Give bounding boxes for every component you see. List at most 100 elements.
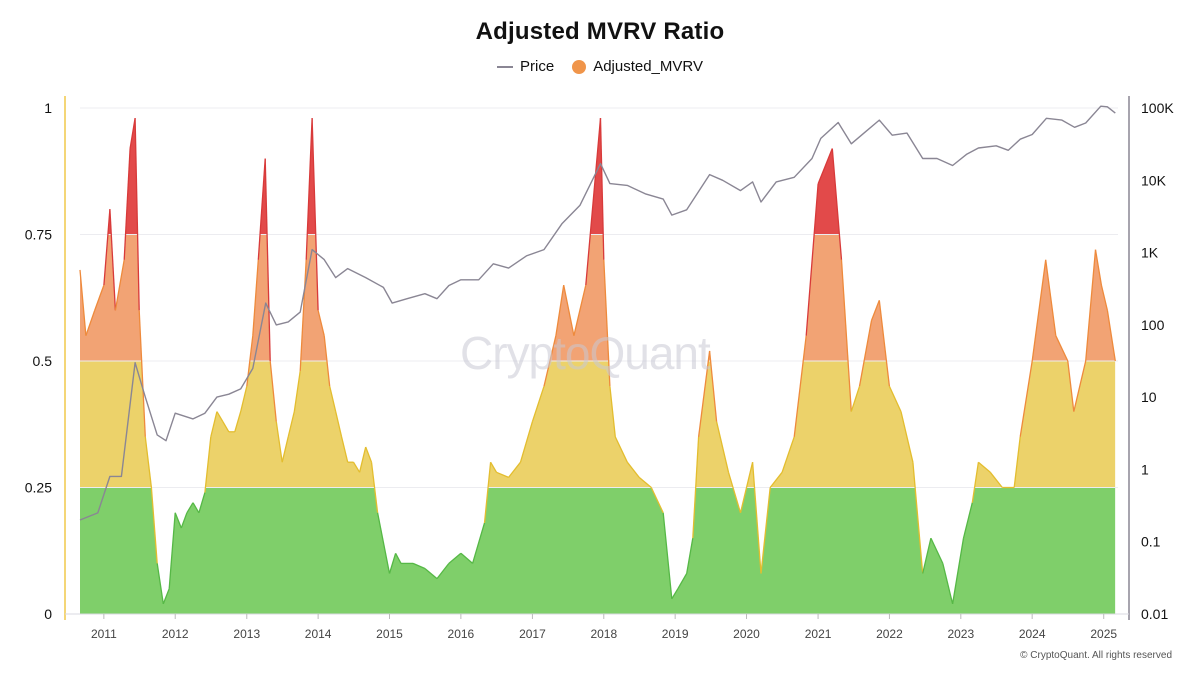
chart-title: Adjusted MVRV Ratio — [475, 18, 725, 45]
mvrv-segment — [609, 386, 616, 437]
mvrv-segment — [204, 436, 212, 493]
x-tick-label: 2025 — [1090, 627, 1117, 641]
mvrv-segment — [817, 148, 833, 185]
mvrv-segment — [388, 553, 397, 574]
legend-label-price: Price — [520, 58, 555, 75]
mvrv-segment — [103, 209, 111, 286]
x-tick-label: 2021 — [805, 627, 832, 641]
mvrv-segment — [109, 209, 117, 311]
mvrv-segment — [951, 537, 965, 605]
mvrv-segment — [240, 386, 248, 412]
mvrv-segment — [1013, 436, 1021, 488]
legend-item-price[interactable]: Price — [497, 58, 554, 75]
mvrv-segment — [340, 436, 349, 463]
mvrv-segment — [662, 512, 673, 599]
mvrv-segment — [483, 462, 492, 523]
legend-item-mvrv[interactable]: Adjusted_MVRV — [572, 58, 703, 75]
mvrv-segment — [715, 421, 730, 473]
mvrv-segment — [603, 259, 611, 387]
mvrv-segment — [599, 118, 605, 260]
mvrv-segment — [555, 285, 565, 336]
mvrv-segment — [840, 259, 852, 412]
mvrv-band-0 — [80, 487, 1116, 614]
x-tick-label: 2011 — [91, 627, 117, 641]
mvrv-segment — [858, 320, 873, 387]
mvrv-segment — [1085, 249, 1097, 362]
mvrv-segment — [269, 360, 277, 422]
mvrv-segment — [638, 476, 652, 488]
mvrv-segment — [519, 421, 534, 463]
copyright-notice: © CryptoQuant. All rights reserved — [1020, 650, 1172, 661]
mvrv-segment — [358, 446, 367, 473]
y-left-tick-label: 0.75 — [25, 227, 52, 243]
price-line-swatch — [497, 65, 513, 68]
mvrv-segment — [114, 259, 125, 311]
mvrv-segment — [222, 421, 230, 433]
mvrv-segment — [793, 335, 807, 437]
mvrv-segment — [1094, 249, 1103, 286]
mvrv-segment — [448, 552, 462, 564]
x-tick-label: 2014 — [305, 627, 332, 641]
mvrv-segment — [930, 537, 944, 564]
mvrv-segment — [198, 492, 206, 513]
mvrv-segment — [150, 487, 158, 564]
mvrv-segment — [287, 411, 295, 438]
mvrv-segment — [311, 118, 319, 311]
mvrv-segment — [79, 269, 87, 336]
mvrv-segment — [216, 411, 224, 423]
mvrv-segment — [365, 446, 373, 463]
x-tick-label: 2019 — [662, 627, 689, 641]
x-tick-label: 2018 — [590, 627, 617, 641]
mvrv-segment — [573, 284, 587, 336]
mvrv-segment — [395, 552, 402, 564]
mvrv-segment — [234, 411, 242, 432]
y-right-tick-label: 1K — [1141, 245, 1159, 261]
mvrv-segment — [323, 335, 331, 387]
mvrv-segment — [156, 563, 164, 604]
mvrv-segment — [192, 502, 200, 514]
mvrv-segment — [460, 552, 474, 564]
x-tick-label: 2024 — [1019, 627, 1046, 641]
y-left-tick-label: 1 — [44, 100, 52, 116]
mvrv-segment — [677, 573, 688, 590]
mvrv-segment — [751, 462, 762, 574]
watermark: CryptoQuant — [460, 327, 711, 379]
y-right-tick-label: 10 — [1141, 389, 1157, 405]
mvrv-segment — [134, 118, 140, 311]
mvrv-segment — [264, 158, 271, 362]
mvrv-segment — [543, 335, 557, 387]
mvrv-segment — [281, 436, 289, 463]
mvrv-segment — [977, 461, 991, 473]
mvrv-segment — [1073, 360, 1087, 412]
price-series-line — [79, 105, 1116, 521]
mvrv-segment — [671, 588, 679, 600]
y-right-tick-label: 10K — [1141, 172, 1167, 188]
mvrv-segment — [1055, 335, 1069, 362]
mvrv-dot-swatch — [572, 59, 587, 74]
y-left-tick-label: 0 — [44, 606, 52, 622]
mvrv-segment — [376, 512, 391, 574]
mvrv-segment — [144, 436, 153, 488]
mvrv-segment — [686, 537, 694, 574]
mvrv-segment — [85, 310, 96, 336]
mvrv-segment — [252, 259, 259, 336]
x-tick-label: 2016 — [448, 627, 475, 641]
x-tick-label: 2013 — [233, 627, 260, 641]
mvrv-segment — [412, 562, 426, 570]
mvrv-segment — [831, 148, 843, 260]
mvrv-segment — [162, 588, 170, 605]
mvrv-segment — [293, 371, 301, 412]
x-tick-label: 2022 — [876, 627, 903, 641]
mvrv-segment — [962, 502, 973, 539]
mvrv-segment — [850, 386, 861, 412]
mvrv-segment — [942, 563, 954, 605]
mvrv-segment — [1067, 360, 1075, 412]
mvrv-segment — [329, 386, 337, 412]
mvrv-segment — [180, 512, 188, 529]
mvrv-segment — [168, 512, 176, 589]
mvrv-segment — [781, 436, 795, 473]
legend[interactable]: Price Adjusted_MVRV — [0, 58, 1200, 75]
mvrv-segment — [424, 568, 438, 580]
x-tick-label: 2020 — [733, 627, 760, 641]
